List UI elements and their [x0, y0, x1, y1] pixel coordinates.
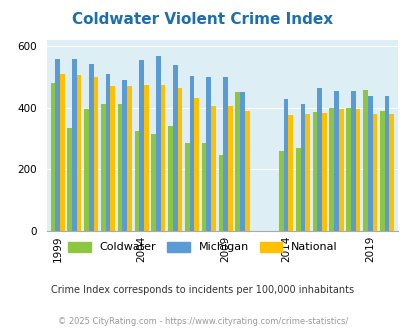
Bar	[379, 111, 384, 231]
Bar	[201, 143, 206, 231]
Bar	[295, 148, 300, 231]
Bar	[384, 96, 388, 231]
Bar	[288, 115, 292, 231]
Bar	[139, 60, 144, 231]
Bar	[177, 88, 182, 231]
Bar	[317, 88, 321, 231]
Text: Coldwater Violent Crime Index: Coldwater Violent Crime Index	[72, 12, 333, 26]
Bar	[350, 90, 355, 231]
Bar	[110, 86, 115, 231]
Bar	[329, 108, 333, 231]
Bar	[211, 106, 215, 231]
Bar	[244, 111, 249, 231]
Bar	[388, 114, 393, 231]
Bar	[84, 109, 89, 231]
Bar	[333, 90, 338, 231]
Bar	[105, 74, 110, 231]
Bar	[77, 75, 81, 231]
Bar	[194, 98, 198, 231]
Bar	[160, 85, 165, 231]
Bar	[89, 64, 93, 231]
Bar	[223, 77, 228, 231]
Bar	[55, 59, 60, 231]
Bar	[218, 155, 223, 231]
Bar	[235, 92, 239, 231]
Bar	[312, 112, 317, 231]
Bar	[372, 114, 376, 231]
Bar	[321, 113, 326, 231]
Bar	[93, 77, 98, 231]
Bar	[144, 85, 148, 231]
Bar	[367, 96, 372, 231]
Bar	[305, 114, 309, 231]
Bar	[345, 108, 350, 231]
Bar	[101, 104, 105, 231]
Bar	[173, 65, 177, 231]
Bar	[72, 59, 77, 231]
Bar	[355, 109, 360, 231]
Bar	[117, 104, 122, 231]
Bar	[362, 90, 367, 231]
Bar	[134, 131, 139, 231]
Bar	[168, 126, 173, 231]
Bar	[300, 104, 305, 231]
Bar	[67, 128, 72, 231]
Text: © 2025 CityRating.com - https://www.cityrating.com/crime-statistics/: © 2025 CityRating.com - https://www.city…	[58, 317, 347, 326]
Bar	[51, 83, 55, 231]
Bar	[151, 134, 156, 231]
Bar	[122, 80, 127, 231]
Bar	[338, 109, 343, 231]
Bar	[239, 92, 244, 231]
Bar	[156, 56, 160, 231]
Bar	[283, 99, 288, 231]
Legend: Coldwater, Michigan, National: Coldwater, Michigan, National	[64, 237, 341, 257]
Bar	[60, 74, 64, 231]
Bar	[228, 106, 232, 231]
Bar	[189, 76, 194, 231]
Text: Crime Index corresponds to incidents per 100,000 inhabitants: Crime Index corresponds to incidents per…	[51, 285, 354, 295]
Bar	[206, 77, 211, 231]
Bar	[278, 151, 283, 231]
Bar	[185, 143, 189, 231]
Bar	[127, 86, 132, 231]
